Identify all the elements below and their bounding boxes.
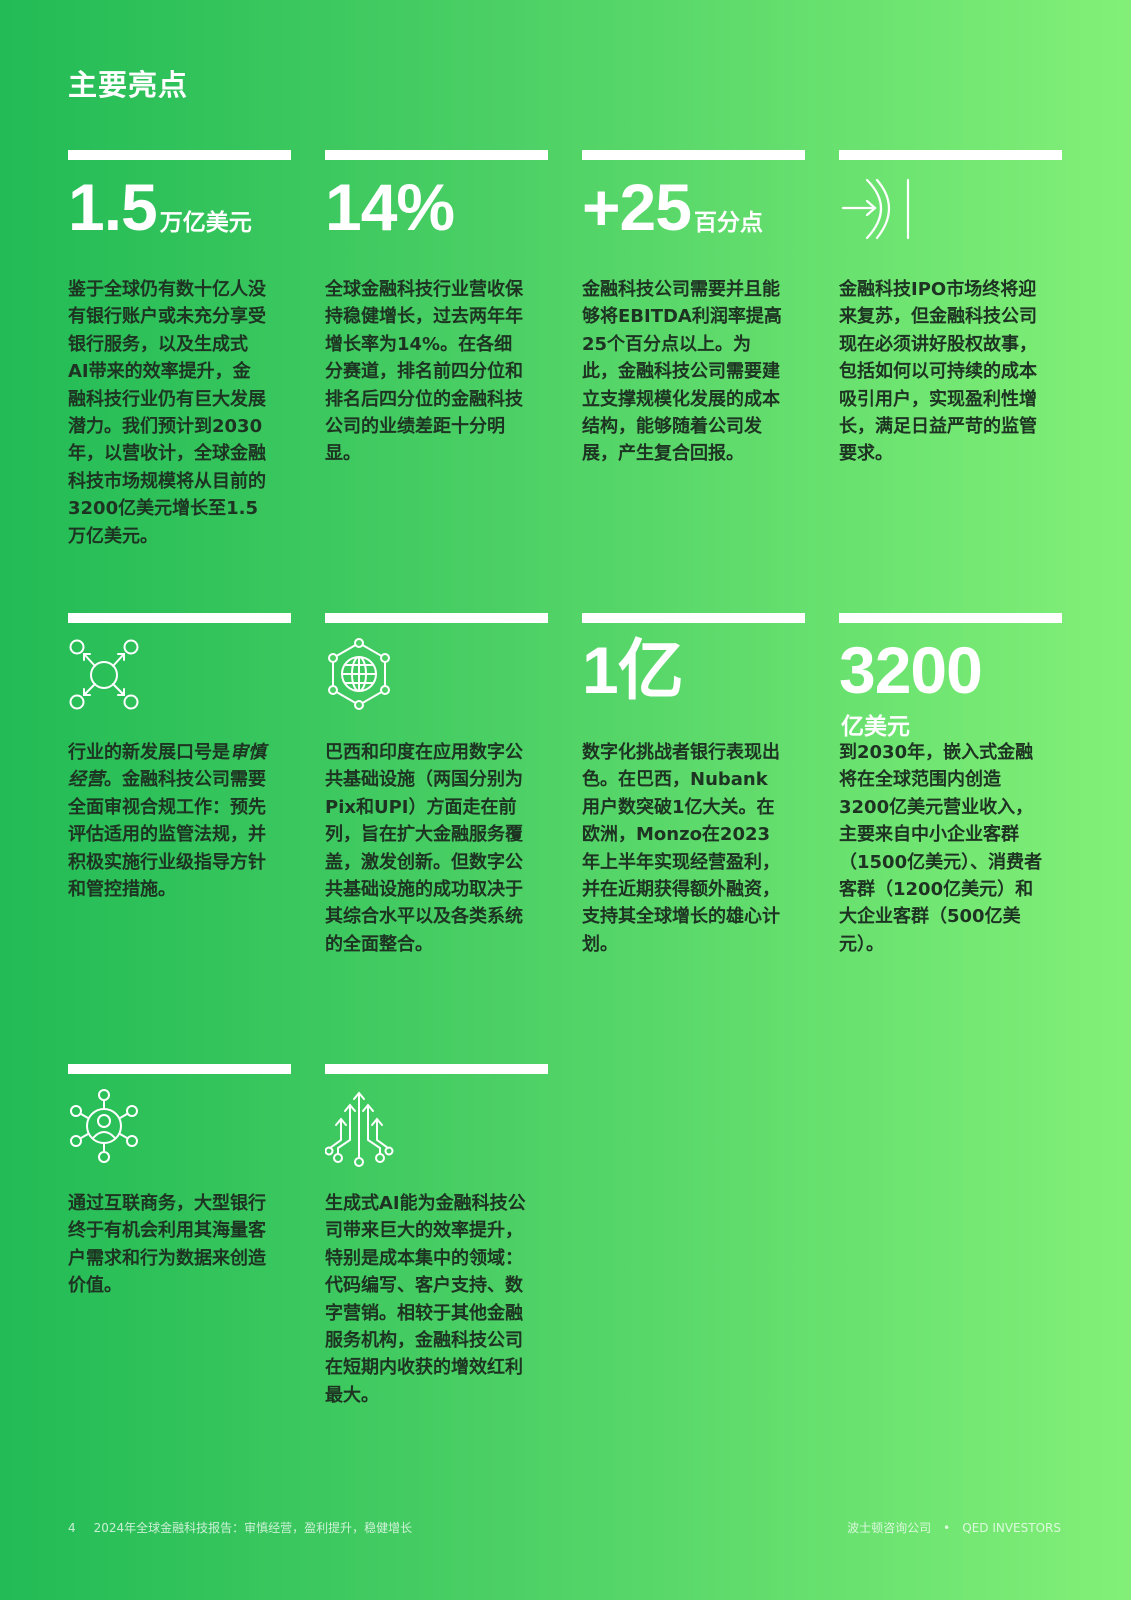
stat-number: 1亿	[582, 633, 684, 707]
stat-number: 14%	[325, 170, 455, 244]
card-rule	[839, 150, 1062, 160]
page-title: 主要亮点	[68, 68, 189, 102]
highlight-card-gen-ai: 生成式AI能为金融科技公司带来巨大的效率提升，特别是成本集中的领域：代码编写、客…	[325, 1064, 548, 1406]
stat-number: 1.5	[68, 170, 158, 244]
report-title: 2024年全球金融科技报告：审慎经营，盈利提升，稳健增长	[93, 1521, 413, 1535]
body-text: 行业的新发展口号是	[68, 742, 230, 763]
card-body: 行业的新发展口号是审慎经营。金融科技公司需要全面审视合规工作：预先评估适用的监管…	[68, 739, 268, 903]
card-rule	[325, 150, 548, 160]
footer-org-bcg: 波士顿咨询公司	[847, 1521, 932, 1535]
card-body: 金融科技IPO市场终将迎来复苏，但金融科技公司现在必须讲好股权故事，包括如何以可…	[839, 279, 1037, 465]
footer-org-qed: QED INVESTORS	[962, 1521, 1061, 1535]
highlight-card-compliance: 行业的新发展口号是审慎经营。金融科技公司需要全面审视合规工作：预先评估适用的监管…	[68, 613, 291, 900]
highlight-card-neobank: 1亿 数字化挑战者银行表现出色。在巴西，Nubank用户数突破1亿大关。在欧洲，…	[582, 613, 805, 955]
ai-circuit-arrows-icon	[325, 1088, 548, 1176]
card-rule	[68, 613, 291, 623]
stat: 1亿	[582, 637, 805, 725]
footer-right: 波士顿咨询公司 • QED INVESTORS	[847, 1519, 1061, 1536]
highlight-card-growth: 14% 全球金融科技行业营收保持稳健增长，过去两年年增长率为14%。在各细分赛道…	[325, 150, 548, 464]
globe-network-icon	[325, 637, 548, 725]
card-body: 金融科技公司需要并且能够将EBITDA利润率提高25个百分点以上。为此，金融科技…	[582, 279, 782, 465]
stat-unit: 百分点	[693, 210, 763, 236]
stat-number: +25	[582, 170, 692, 244]
card-body: 生成式AI能为金融科技公司带来巨大的效率提升，特别是成本集中的领域：代码编写、客…	[325, 1193, 526, 1406]
stat: 14%	[325, 174, 548, 262]
body-text: 。金融科技公司需要全面审视合规工作：预先评估适用的监管法规，并积极实施行业级指导…	[68, 769, 266, 901]
card-rule	[582, 150, 805, 160]
highlight-card-market-size: 1.5 万亿美元 鉴于全球仍有数十亿人没有银行账户或未充分享受银行服务，以及生成式…	[68, 150, 291, 547]
footer-left: 4 2024年全球金融科技报告：审慎经营，盈利提升，稳健增长	[68, 1519, 412, 1536]
card-rule	[839, 613, 1062, 623]
highlight-card-ipo: 金融科技IPO市场终将迎来复苏，但金融科技公司现在必须讲好股权故事，包括如何以可…	[839, 150, 1062, 464]
highlight-card-embedded-finance: 3200 亿美元 到2030年，嵌入式金融将在全球范围内创造3200亿美元营业收入…	[839, 613, 1062, 955]
stat: 1.5 万亿美元	[68, 174, 291, 262]
highlight-card-dpi: 巴西和印度在应用数字公共基础设施（两国分别为Pix和UPI）方面走在前列，旨在扩…	[325, 613, 548, 955]
stat-number: 3200	[839, 633, 983, 707]
card-body: 鉴于全球仍有数十亿人没有银行账户或未充分享受银行服务，以及生成式AI带来的效率提…	[68, 279, 266, 547]
card-body: 数字化挑战者银行表现出色。在巴西，Nubank用户数突破1亿大关。在欧洲，Mon…	[582, 742, 780, 955]
highlight-card-ebitda: +25 百分点 金融科技公司需要并且能够将EBITDA利润率提高25个百分点以上。…	[582, 150, 805, 464]
body-emphasis: 审慎经营	[68, 742, 266, 791]
stat: 3200 亿美元	[839, 637, 1062, 740]
card-body: 全球金融科技行业营收保持稳健增长，过去两年年增长率为14%。在各细分赛道，排名前…	[325, 279, 523, 465]
page-number: 4	[68, 1521, 76, 1535]
stat: +25 百分点	[582, 174, 805, 262]
card-body: 到2030年，嵌入式金融将在全球范围内创造3200亿美元营业收入，主要来自中小企…	[839, 742, 1043, 955]
card-body: 通过互联商务，大型银行终于有机会利用其海量客户需求和行为数据来创造价值。	[68, 1193, 266, 1297]
stat-unit: 万亿美元	[159, 210, 252, 236]
ipo-arrow-icon	[839, 174, 1062, 262]
highlight-card-commerce: 通过互联商务，大型银行终于有机会利用其海量客户需求和行为数据来创造价值。	[68, 1064, 291, 1296]
network-expand-icon	[68, 637, 291, 725]
user-network-icon	[68, 1088, 291, 1176]
card-rule	[68, 150, 291, 160]
stat-unit: 亿美元	[841, 714, 910, 740]
card-body: 巴西和印度在应用数字公共基础设施（两国分别为Pix和UPI）方面走在前列，旨在扩…	[325, 742, 523, 955]
footer-separator: •	[943, 1521, 951, 1535]
card-rule	[582, 613, 805, 623]
card-rule	[325, 1064, 548, 1074]
card-rule	[68, 1064, 291, 1074]
card-rule	[325, 613, 548, 623]
